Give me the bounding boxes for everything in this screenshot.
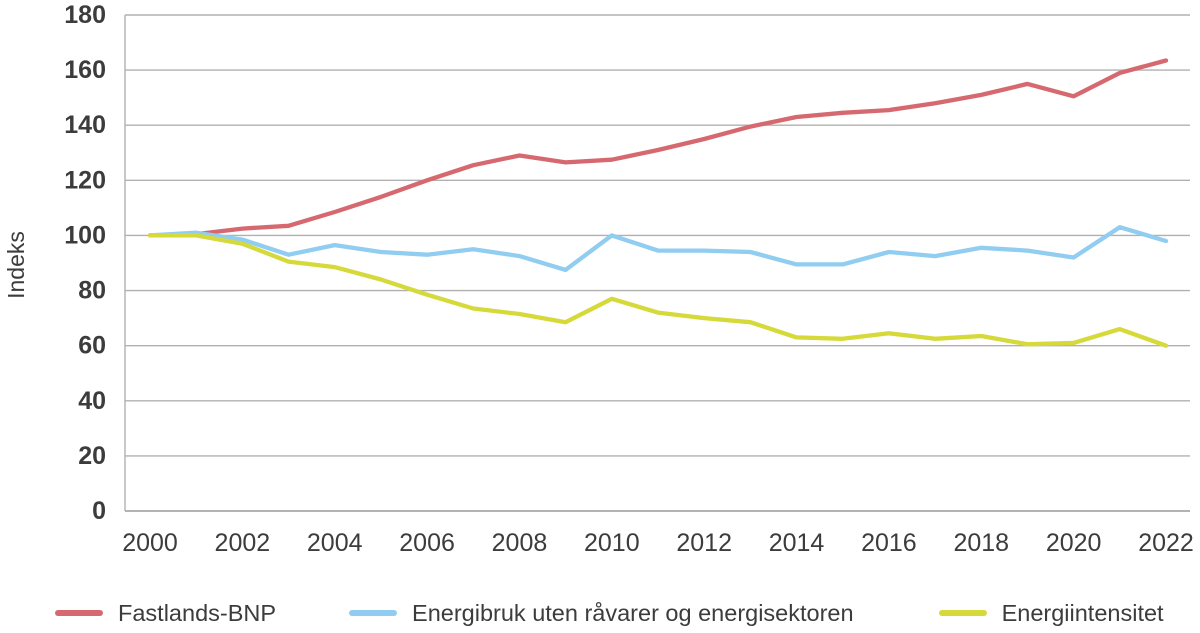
legend-label-energibruk: Energibruk uten råvarer og energisektore…	[412, 599, 854, 626]
y-axis-tick-label: 180	[64, 1, 106, 29]
line-chart: 0 20 40 60 80 100 120 140 160 180 2000 2002 2004 2006…	[64, 1, 1194, 557]
y-axis-tick-label: 60	[78, 332, 106, 360]
x-axis-tick-label: 2012	[676, 529, 732, 557]
y-axis-tick-label: 140	[64, 111, 106, 139]
y-axis-tick-label: 0	[92, 497, 106, 525]
y-axis-tick-label: 120	[64, 166, 106, 194]
chart-legend: Fastlands-BNP Energibruk uten råvarer og …	[0, 597, 1200, 629]
y-axis-tick-label: 80	[78, 277, 106, 305]
y-axis-tick-label: 20	[78, 442, 106, 470]
y-axis-tick-label: 160	[64, 56, 106, 84]
y-axis-tick-label: 100	[64, 221, 106, 249]
legend-swatch-fastlands-bnp	[55, 610, 103, 616]
x-axis-tick-label: 2008	[492, 529, 548, 557]
x-axis-tick-label: 2010	[584, 529, 640, 557]
y-axis-tick-label: 40	[78, 387, 106, 415]
line-series-fastlands-bnp	[147, 58, 1169, 238]
legend-label-fastlands-bnp: Fastlands-BNP	[118, 599, 277, 626]
legend-label-energiintensitet: Energiintensitet	[1001, 599, 1164, 626]
x-axis-tick-label: 2014	[769, 529, 825, 557]
legend-swatch-energiintensitet	[938, 610, 987, 616]
legend-swatch-energibruk	[349, 610, 398, 616]
line-series-energibruk	[147, 225, 1169, 273]
x-axis-tick-label: 2022	[1138, 529, 1194, 557]
legend-item-energibruk: Energibruk uten råvarer og energisektore…	[349, 600, 854, 627]
line-series-energiintensitet	[147, 233, 1169, 348]
x-axis-tick-label: 2006	[399, 529, 455, 557]
x-axis-tick-label: 2000	[122, 529, 178, 557]
x-axis-tick-label: 2002	[215, 529, 271, 557]
x-axis-tick-label: 2016	[861, 529, 917, 557]
legend-item-energiintensitet: Energiintensitet	[938, 599, 1164, 627]
y-axis-title: Indeks	[3, 231, 29, 299]
legend-item-fastlands-bnp: Fastlands-BNP	[55, 600, 276, 627]
x-axis-tick-label: 2004	[307, 529, 363, 557]
x-axis-tick-label: 2020	[1046, 529, 1102, 557]
x-axis-tick-label: 2018	[953, 529, 1009, 557]
